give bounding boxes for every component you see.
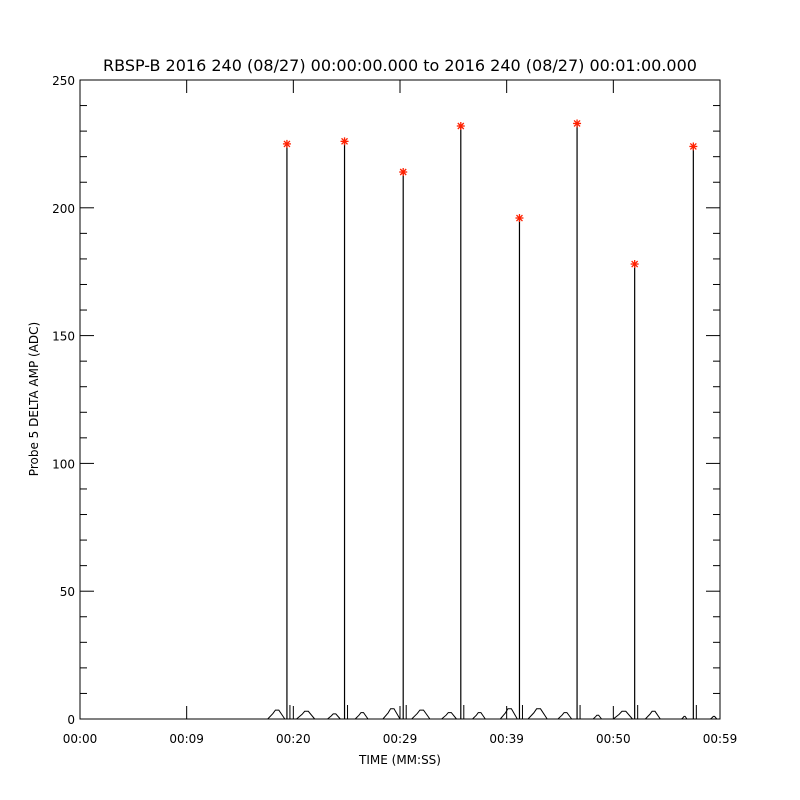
peak-markers [282, 119, 698, 269]
baseline-bump [296, 710, 316, 720]
baseline-bump [411, 709, 431, 720]
peak-marker [573, 119, 582, 128]
x-tick-label: 00:20 [276, 732, 311, 746]
y-tick-label: 50 [60, 585, 75, 599]
peak-marker [456, 122, 465, 131]
peak-marker [630, 260, 639, 269]
y-tick-label: 150 [52, 330, 75, 344]
peak-marker [340, 137, 349, 146]
baseline-bump [382, 708, 401, 720]
y-tick-label: 200 [52, 202, 75, 216]
asterisk-stroke [457, 122, 465, 130]
asterisk-stroke [573, 119, 581, 127]
baseline-bump [681, 715, 688, 720]
baseline-bump [557, 712, 573, 720]
baseline-bump [441, 712, 457, 720]
y-tick-label: 250 [52, 74, 75, 88]
baseline-bump [327, 713, 341, 720]
asterisk-stroke [341, 137, 348, 145]
x-tick-label: 00:39 [489, 732, 524, 746]
y-tick-label: 0 [67, 713, 75, 727]
y-axis-label: Probe 5 DELTA AMP (ADC) [27, 322, 41, 476]
x-tick-label: 00:00 [63, 732, 98, 746]
baseline-bump [592, 714, 602, 720]
baseline-bump [499, 708, 518, 720]
baseline-bump [267, 709, 286, 720]
peak-marker [282, 139, 291, 148]
x-tick-label: 00:09 [169, 732, 204, 746]
x-tick-label: 00:29 [383, 732, 418, 746]
chart-title: RBSP-B 2016 240 (08/27) 00:00:00.000 to … [103, 56, 697, 75]
plot-frame [79, 79, 721, 720]
asterisk-stroke [689, 142, 697, 150]
baseline-bump [644, 710, 661, 720]
trace [267, 123, 718, 720]
x-axis-label: TIME (MM:SS) [358, 753, 441, 767]
peak-marker [515, 214, 524, 223]
x-tick-label: 00:50 [596, 732, 631, 746]
asterisk-stroke [399, 168, 407, 176]
asterisk-stroke [631, 260, 639, 268]
baseline-bump [472, 712, 486, 720]
peak-marker [689, 142, 698, 151]
y-tick-label: 100 [52, 457, 75, 471]
asterisk-stroke [283, 140, 291, 148]
baseline-bump [710, 715, 718, 720]
asterisk-stroke [516, 214, 523, 222]
x-tick-label: 00:59 [703, 732, 738, 746]
baseline-bump [527, 708, 548, 720]
peak-marker [399, 168, 408, 177]
baseline-bump [612, 710, 633, 720]
baseline-bump [354, 712, 369, 720]
